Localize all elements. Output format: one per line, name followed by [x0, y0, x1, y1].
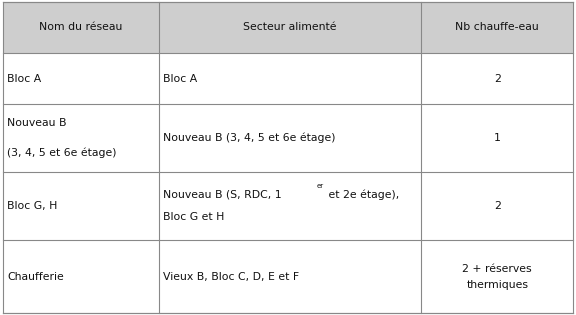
Bar [3, 53, 158, 105]
Bar [158, 105, 422, 172]
Bar [3, 172, 158, 240]
Bar [422, 2, 573, 53]
Text: Bloc G, H: Bloc G, H [7, 201, 58, 211]
Text: 2 + réserves
thermiques: 2 + réserves thermiques [463, 264, 532, 289]
Text: 2: 2 [494, 201, 501, 211]
Text: Vieux B, Bloc C, D, E et F: Vieux B, Bloc C, D, E et F [163, 272, 300, 282]
Text: er: er [316, 183, 323, 189]
Text: Nb chauffe-eau: Nb chauffe-eau [456, 22, 539, 32]
Text: Bloc A: Bloc A [7, 74, 41, 84]
Bar [158, 2, 422, 53]
Bar [422, 53, 573, 105]
Bar [422, 172, 573, 240]
Bar [3, 2, 158, 53]
Bar [158, 53, 422, 105]
Text: 2: 2 [494, 74, 501, 84]
Bar [422, 105, 573, 172]
Text: Nom du réseau: Nom du réseau [39, 22, 123, 32]
Text: et 2e étage),: et 2e étage), [325, 189, 400, 200]
Text: Nouveau B (S, RDC, 1: Nouveau B (S, RDC, 1 [163, 190, 282, 199]
Text: Nouveau B (3, 4, 5 et 6e étage): Nouveau B (3, 4, 5 et 6e étage) [163, 133, 336, 143]
Text: er: er [316, 183, 323, 189]
Bar [158, 240, 422, 313]
Text: Nouveau B

(3, 4, 5 et 6e étage): Nouveau B (3, 4, 5 et 6e étage) [7, 118, 117, 158]
Text: Bloc A: Bloc A [163, 74, 198, 84]
Text: Secteur alimenté: Secteur alimenté [243, 22, 337, 32]
Bar [422, 240, 573, 313]
Text: Chaufferie: Chaufferie [7, 272, 65, 282]
Bar [3, 240, 158, 313]
Text: 1: 1 [494, 133, 501, 143]
Bar [3, 105, 158, 172]
Bar [158, 172, 422, 240]
Text: Bloc G et H: Bloc G et H [163, 212, 225, 222]
